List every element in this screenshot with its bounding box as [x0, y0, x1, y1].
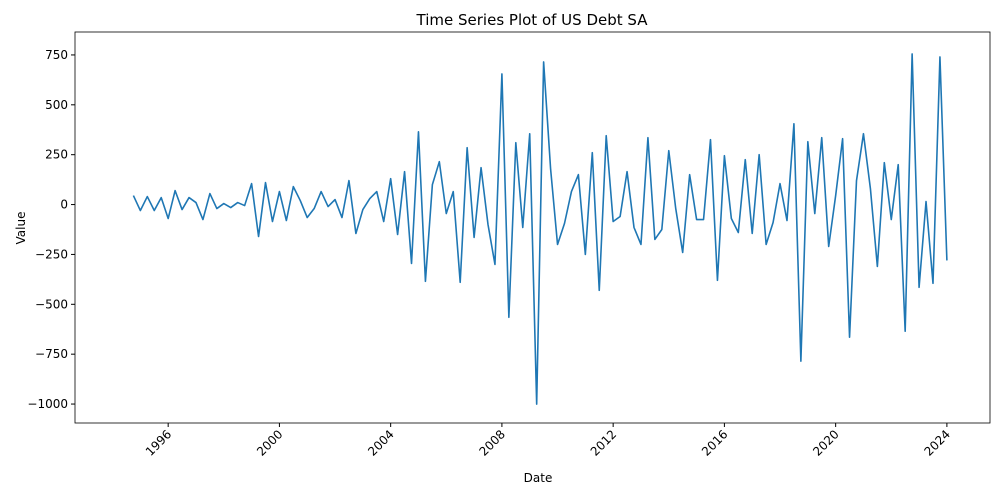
- y-tick-label: 750: [45, 48, 68, 62]
- y-tick-label: 0: [60, 198, 68, 212]
- x-tick-label: 1996: [143, 427, 174, 458]
- x-tick-label: 2008: [477, 427, 508, 458]
- y-tick-label: 250: [45, 148, 68, 162]
- y-tick-label: −250: [35, 247, 68, 261]
- series-line: [132, 53, 948, 405]
- y-tick-label: −1000: [27, 397, 68, 411]
- y-tick-label: −750: [35, 347, 68, 361]
- plot-frame: [74, 31, 991, 424]
- y-tick-label: 500: [45, 98, 68, 112]
- x-tick-label: 2020: [810, 427, 841, 458]
- y-tick-label: −500: [35, 297, 68, 311]
- x-tick-label: 2016: [699, 427, 730, 458]
- x-axis-label: Date: [524, 471, 553, 485]
- x-tick-label: 2004: [365, 427, 396, 458]
- chart-title: Time Series Plot of US Debt SA: [416, 11, 649, 29]
- y-axis-label: Value: [14, 212, 28, 245]
- x-tick-label: 2024: [922, 427, 953, 458]
- x-tick-label: 2000: [254, 427, 285, 458]
- x-tick-label: 2012: [588, 427, 619, 458]
